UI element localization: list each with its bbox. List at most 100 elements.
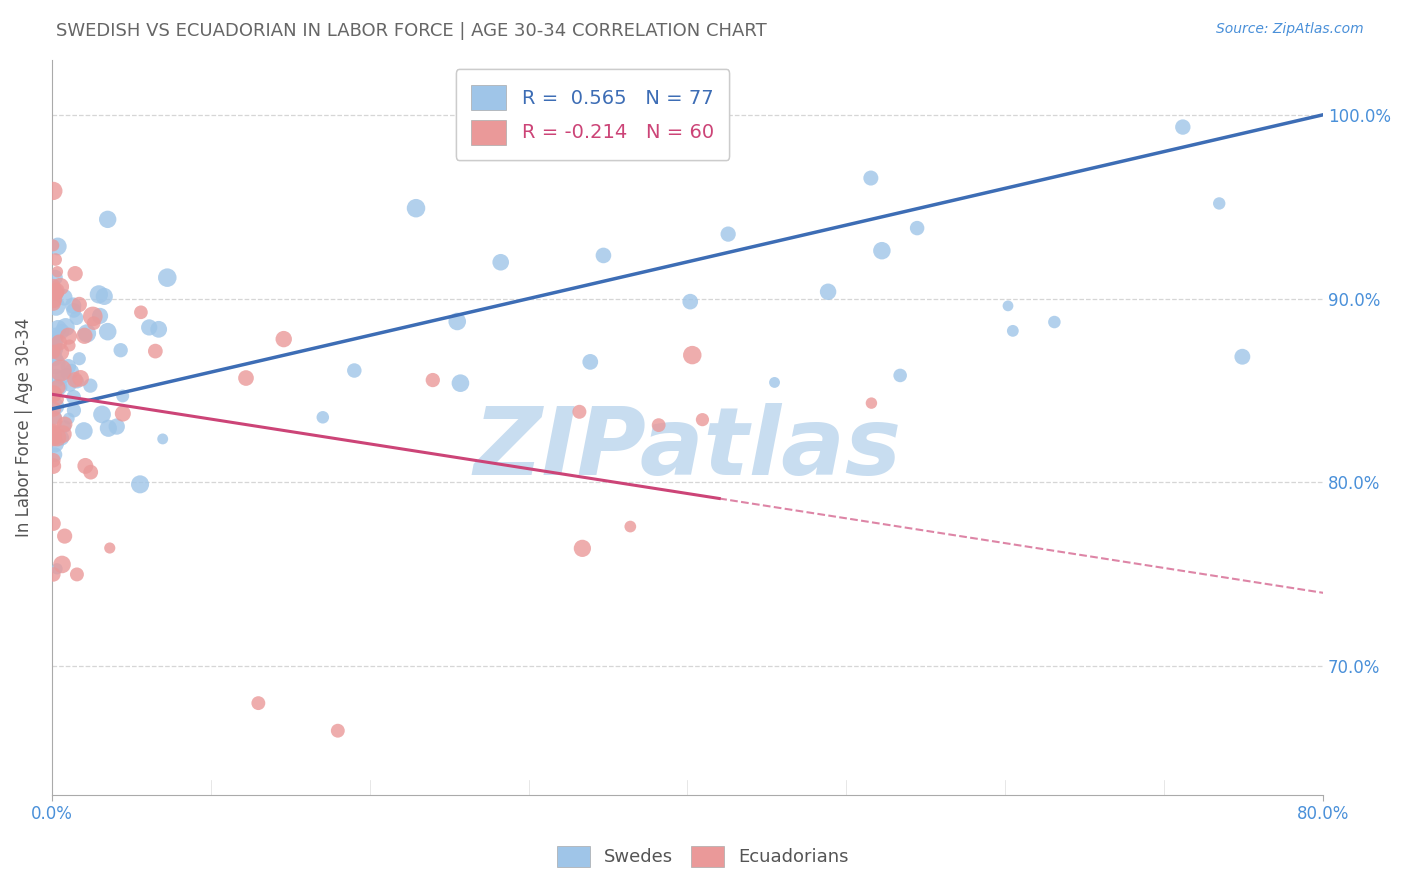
- Swedes: [65, 311, 87, 326]
- Ecuadorians: [63, 373, 86, 387]
- Ecuadorians: [42, 387, 65, 401]
- Swedes: [55, 367, 77, 381]
- Swedes: [1232, 350, 1254, 364]
- Ecuadorians: [46, 265, 69, 279]
- Ecuadorians: [42, 386, 65, 401]
- Ecuadorians: [111, 407, 134, 421]
- Swedes: [446, 314, 468, 328]
- Ecuadorians: [49, 279, 72, 293]
- Ecuadorians: [51, 558, 73, 572]
- Swedes: [44, 333, 66, 347]
- Ecuadorians: [66, 567, 89, 582]
- Ecuadorians: [45, 284, 67, 298]
- Ecuadorians: [42, 296, 65, 310]
- Swedes: [449, 376, 471, 391]
- Ecuadorians: [42, 459, 65, 474]
- Swedes: [45, 300, 67, 314]
- Ecuadorians: [67, 297, 90, 311]
- Swedes: [489, 255, 512, 269]
- Swedes: [44, 436, 66, 450]
- Swedes: [105, 419, 128, 434]
- Swedes: [1043, 315, 1066, 329]
- Swedes: [44, 270, 66, 285]
- Swedes: [889, 368, 911, 383]
- Swedes: [53, 290, 76, 304]
- Swedes: [579, 355, 602, 369]
- Swedes: [63, 403, 86, 417]
- Swedes: [1001, 324, 1024, 338]
- Swedes: [44, 343, 66, 357]
- Ecuadorians: [422, 373, 444, 387]
- Swedes: [312, 410, 335, 425]
- Swedes: [67, 351, 90, 366]
- Ecuadorians: [63, 267, 86, 281]
- Ecuadorians: [58, 329, 80, 343]
- Ecuadorians: [143, 344, 166, 359]
- Swedes: [111, 389, 134, 403]
- Legend: R =  0.565   N = 77, R = -0.214   N = 60: R = 0.565 N = 77, R = -0.214 N = 60: [456, 70, 730, 161]
- Swedes: [859, 171, 882, 186]
- Ecuadorians: [860, 396, 883, 410]
- Swedes: [44, 410, 66, 425]
- Ecuadorians: [42, 344, 65, 359]
- Swedes: [44, 341, 66, 355]
- Ecuadorians: [42, 423, 65, 437]
- Swedes: [679, 294, 702, 309]
- Ecuadorians: [45, 252, 67, 267]
- Ecuadorians: [48, 335, 70, 350]
- Ecuadorians: [42, 431, 65, 445]
- Swedes: [1171, 120, 1194, 134]
- Ecuadorians: [692, 412, 714, 426]
- Ecuadorians: [73, 328, 96, 343]
- Ecuadorians: [42, 184, 65, 198]
- Swedes: [79, 378, 101, 392]
- Swedes: [44, 448, 66, 462]
- Swedes: [89, 309, 111, 323]
- Ecuadorians: [49, 363, 72, 377]
- Ecuadorians: [42, 238, 65, 252]
- Ecuadorians: [75, 458, 97, 473]
- Swedes: [46, 239, 69, 253]
- Ecuadorians: [647, 418, 669, 433]
- Ecuadorians: [273, 332, 295, 346]
- Swedes: [156, 270, 179, 285]
- Ecuadorians: [571, 541, 593, 556]
- Swedes: [44, 357, 66, 371]
- Ecuadorians: [44, 283, 66, 297]
- Text: Source: ZipAtlas.com: Source: ZipAtlas.com: [1216, 22, 1364, 37]
- Ecuadorians: [82, 310, 104, 324]
- Swedes: [97, 421, 120, 435]
- Swedes: [73, 424, 96, 438]
- Swedes: [62, 299, 84, 313]
- Text: SWEDISH VS ECUADORIAN IN LABOR FORCE | AGE 30-34 CORRELATION CHART: SWEDISH VS ECUADORIAN IN LABOR FORCE | A…: [56, 22, 768, 40]
- Ecuadorians: [235, 371, 257, 385]
- Swedes: [51, 370, 73, 384]
- Swedes: [59, 378, 82, 392]
- Ecuadorians: [42, 413, 65, 427]
- Swedes: [110, 343, 132, 358]
- Swedes: [87, 287, 110, 301]
- Swedes: [817, 285, 839, 299]
- Swedes: [55, 320, 77, 334]
- Ecuadorians: [83, 316, 105, 330]
- Ecuadorians: [42, 453, 65, 467]
- Ecuadorians: [46, 430, 69, 444]
- Swedes: [76, 326, 98, 341]
- Swedes: [44, 285, 66, 300]
- Ecuadorians: [42, 279, 65, 293]
- Ecuadorians: [53, 417, 76, 432]
- Ecuadorians: [49, 345, 72, 359]
- Ecuadorians: [46, 392, 69, 407]
- Swedes: [1208, 196, 1230, 211]
- Ecuadorians: [58, 338, 80, 352]
- Swedes: [44, 351, 66, 366]
- Legend: Swedes, Ecuadorians: Swedes, Ecuadorians: [550, 838, 856, 874]
- Ecuadorians: [42, 516, 65, 531]
- Swedes: [44, 336, 66, 351]
- Swedes: [763, 376, 786, 390]
- Swedes: [53, 419, 76, 434]
- Ecuadorians: [568, 405, 591, 419]
- Swedes: [138, 320, 160, 334]
- Swedes: [62, 390, 84, 404]
- Ecuadorians: [80, 465, 103, 479]
